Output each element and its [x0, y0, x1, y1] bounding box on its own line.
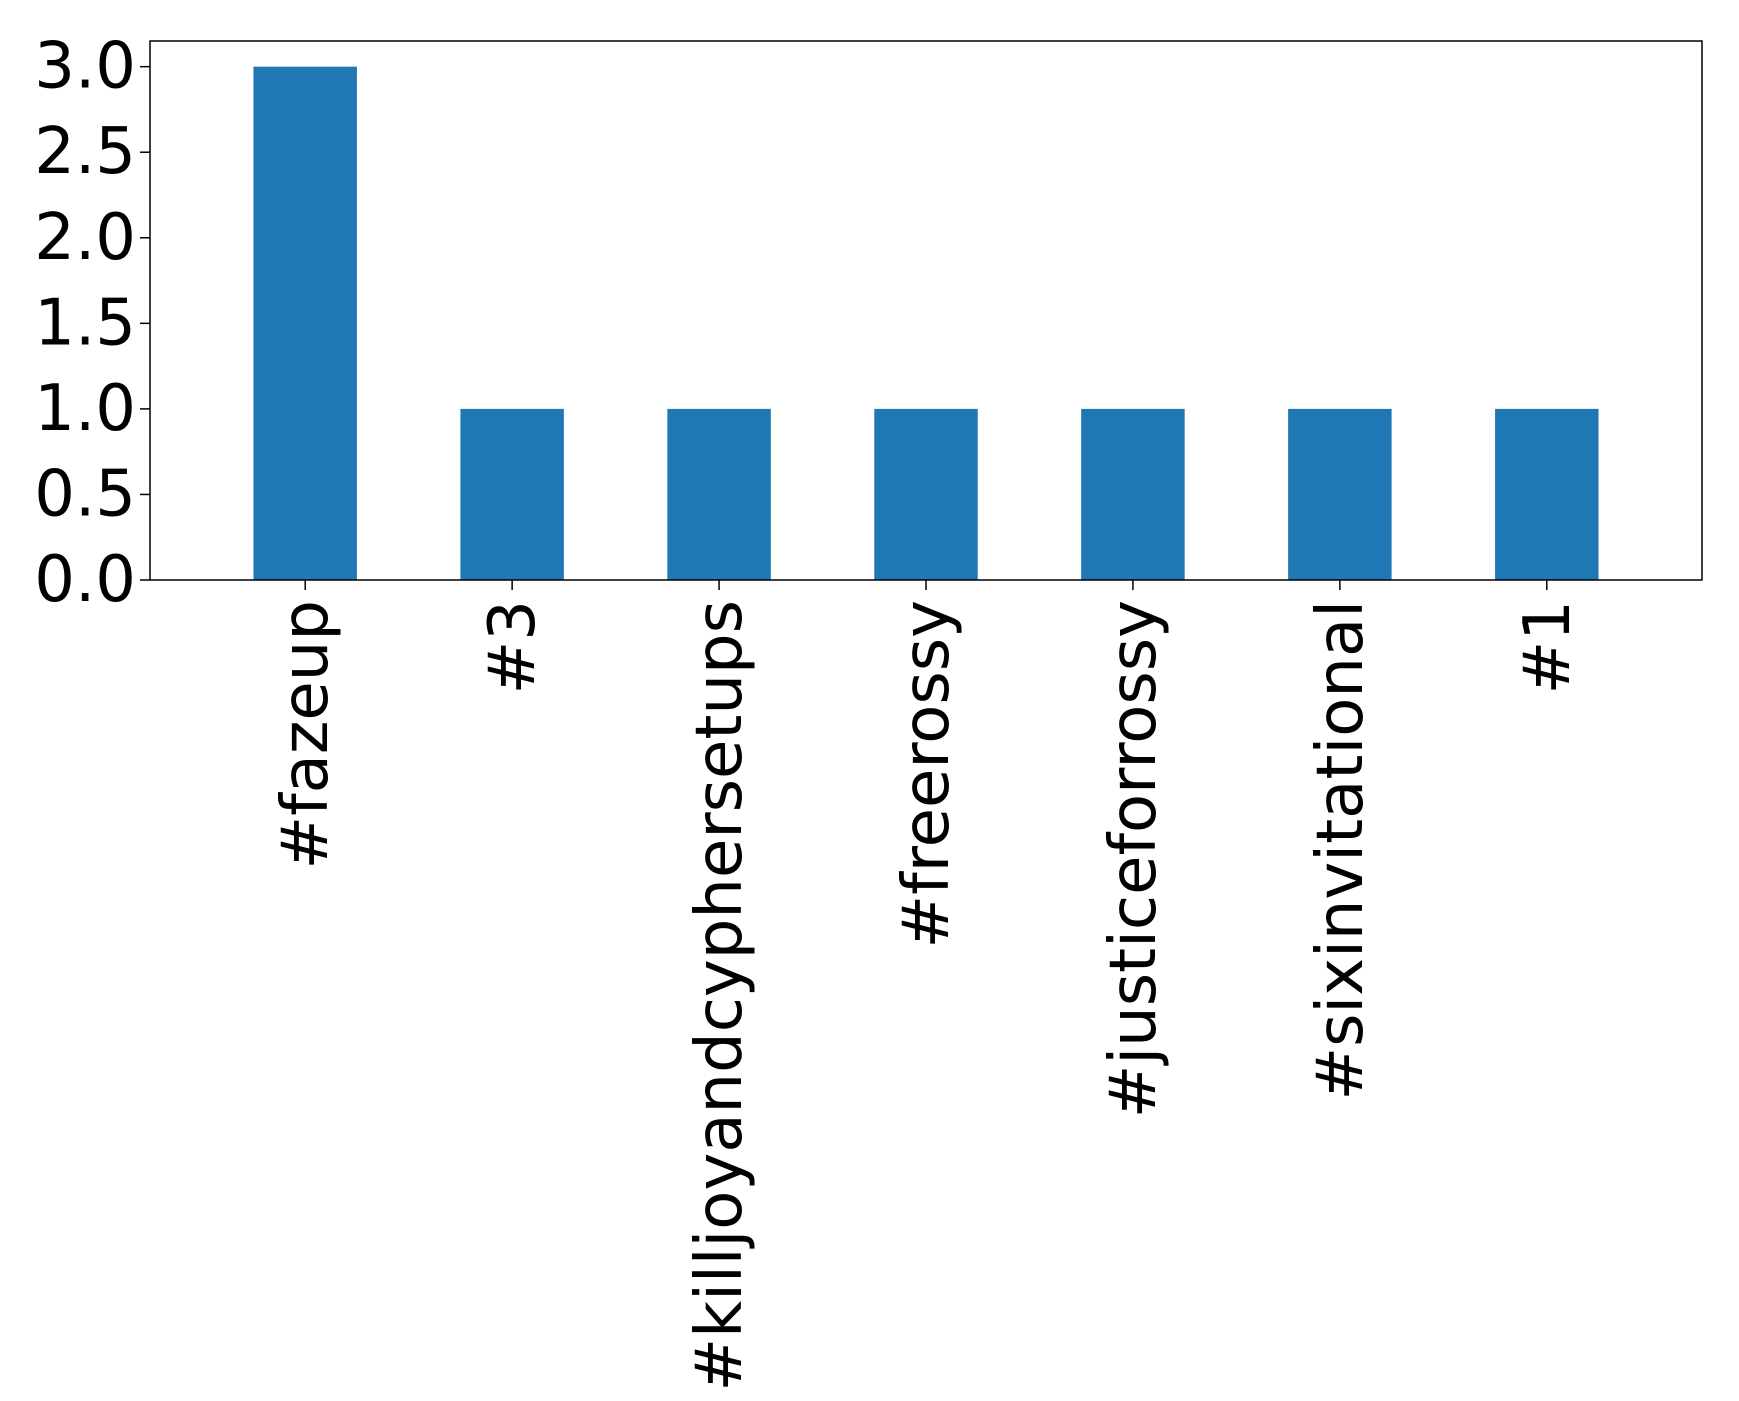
y-tick-label: 2.5: [34, 115, 136, 189]
bar-0: [253, 66, 357, 580]
y-tick-label: 1.0: [34, 372, 136, 446]
x-tick-label: #justiceforrossy: [1097, 600, 1171, 1118]
bars-layer: [253, 66, 1599, 580]
x-tick-label: #killjoyandcyphersetups: [683, 600, 757, 1392]
x-tick-label: #sixinvitational: [1304, 600, 1378, 1101]
y-tick-label: 0.0: [34, 543, 136, 617]
y-tick-label: 2.0: [34, 201, 136, 275]
x-tick-label: #1: [1511, 600, 1585, 694]
bar-2: [667, 408, 771, 580]
bar-6: [1495, 408, 1599, 580]
bar-4: [1081, 408, 1185, 580]
bar-1: [460, 408, 564, 580]
x-tick-label: #3: [476, 600, 550, 694]
y-tick-label: 3.0: [34, 30, 136, 104]
x-axis: #fazeup #3 #killjoyandcyphersetups #freeros…: [269, 580, 1585, 1392]
plot-frame: [149, 40, 1703, 581]
y-axis: 0.0 0.5 1.0 1.5 2.0 2.5 3.0: [34, 30, 150, 617]
y-tick-label: 0.5: [34, 457, 136, 531]
bar-5: [1288, 408, 1392, 580]
y-tick-label: 1.5: [34, 286, 136, 360]
bar-3: [874, 408, 978, 580]
x-tick-label: #fazeup: [269, 600, 343, 870]
x-tick-label: #freerossy: [890, 600, 964, 948]
